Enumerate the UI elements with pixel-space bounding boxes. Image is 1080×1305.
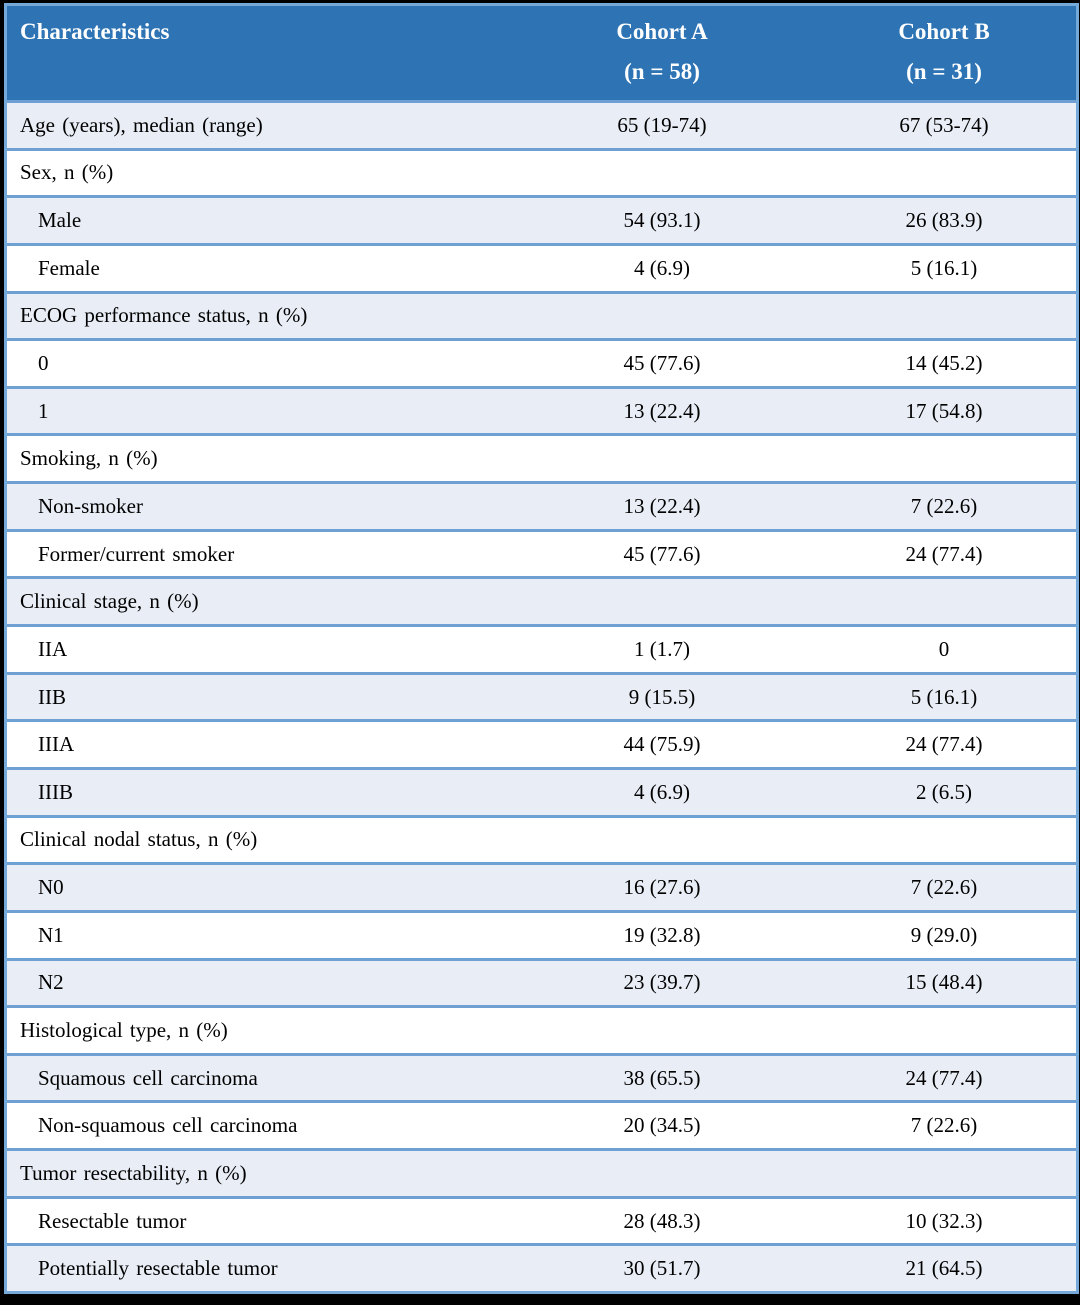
row-label: Smoking, n (%) xyxy=(20,446,158,471)
header-cell-characteristics: Characteristics xyxy=(7,6,512,100)
header-cohort-a-label: Cohort A xyxy=(616,19,708,44)
cohort-a-value: 13 (22.4) xyxy=(623,493,701,518)
table-row: Female 4 (6.9) 5 (16.1) xyxy=(7,242,1076,291)
row-label: Histological type, n (%) xyxy=(20,1017,228,1042)
row-label: ECOG performance status, n (%) xyxy=(20,303,308,328)
cohort-b-value: 26 (83.9) xyxy=(905,208,983,233)
characteristics-table: Characteristics Cohort A (n = 58) Cohort… xyxy=(4,3,1079,1294)
cohort-b-value: 2 (6.5) xyxy=(916,779,972,804)
row-label: 0 xyxy=(38,351,49,376)
cohort-b-value: 24 (77.4) xyxy=(905,732,983,757)
header-cell-cohort-a: Cohort A (n = 58) xyxy=(512,6,812,100)
table-row: IIB 9 (15.5) 5 (16.1) xyxy=(7,671,1076,720)
table-row: IIIA 44 (75.9) 24 (77.4) xyxy=(7,719,1076,767)
cohort-b-value: 15 (48.4) xyxy=(905,970,983,995)
cohort-a-value: 54 (93.1) xyxy=(623,208,701,233)
cohort-b-value: 21 (64.5) xyxy=(905,1256,983,1281)
cohort-a-value: 1 (1.7) xyxy=(634,636,690,661)
table-row: Clinical stage, n (%) xyxy=(7,576,1076,625)
table-row: ECOG performance status, n (%) xyxy=(7,290,1076,339)
table-row: Age (years), median (range) 65 (19-74) 67 … xyxy=(7,100,1076,148)
table-row: Resectable tumor 28 (48.3) 10 (32.3) xyxy=(7,1195,1076,1244)
header-cohort-b-label: Cohort B xyxy=(898,19,990,44)
cohort-a-value: 38 (65.5) xyxy=(623,1065,701,1090)
table-row: IIIB 4 (6.9) 2 (6.5) xyxy=(7,766,1076,815)
cohort-b-value: 7 (22.6) xyxy=(910,1113,978,1138)
table-row: IIA 1 (1.7) 0 xyxy=(7,624,1076,672)
row-label: 1 xyxy=(38,398,49,423)
table-row: 0 45 (77.6) 14 (45.2) xyxy=(7,338,1076,386)
table-row: Squamous cell carcinoma 38 (65.5) 24 (77.4… xyxy=(7,1052,1076,1101)
cohort-a-value: 65 (19-74) xyxy=(617,112,707,137)
table-row: Histological type, n (%) xyxy=(7,1005,1076,1053)
table-row: Sex, n (%) xyxy=(7,147,1076,196)
header-characteristics-label: Characteristics xyxy=(20,19,170,44)
row-label: Clinical stage, n (%) xyxy=(20,589,199,614)
cohort-a-value: 23 (39.7) xyxy=(623,970,701,995)
table-row: N0 16 (27.6) 7 (22.6) xyxy=(7,862,1076,910)
row-label: N0 xyxy=(38,875,64,900)
row-label: Tumor resectability, n (%) xyxy=(20,1160,247,1185)
cohort-b-value: 7 (22.6) xyxy=(910,493,978,518)
cohort-a-value: 30 (51.7) xyxy=(623,1256,701,1281)
cohort-b-value: 10 (32.3) xyxy=(905,1208,983,1233)
row-label: Former/current smoker xyxy=(38,541,235,566)
row-label: IIIB xyxy=(38,779,73,804)
header-cohort-b-n: (n = 31) xyxy=(906,58,982,84)
row-label: IIB xyxy=(38,684,66,709)
table-row: Potentially resectable tumor 30 (51.7) 21 … xyxy=(7,1243,1076,1291)
cohort-b-value: 5 (16.1) xyxy=(910,255,978,280)
table-row: Non-smoker 13 (22.4) 7 (22.6) xyxy=(7,481,1076,529)
cohort-b-value: 7 (22.6) xyxy=(910,875,978,900)
cohort-b-value: 67 (53-74) xyxy=(899,112,989,137)
cohort-b-value: 17 (54.8) xyxy=(905,398,983,423)
cohort-a-value: 4 (6.9) xyxy=(634,779,690,804)
row-label: Squamous cell carcinoma xyxy=(38,1065,258,1090)
cohort-a-value: 4 (6.9) xyxy=(634,255,690,280)
table-row: Former/current smoker 45 (77.6) 24 (77.4) xyxy=(7,528,1076,577)
row-label: Female xyxy=(38,255,100,280)
table-row: Tumor resectability, n (%) xyxy=(7,1148,1076,1196)
row-label: Age (years), median (range) xyxy=(20,112,263,137)
cohort-b-value: 0 xyxy=(938,636,950,661)
cohort-a-value: 13 (22.4) xyxy=(623,398,701,423)
cohort-a-value: 19 (32.8) xyxy=(623,922,701,947)
row-label: Resectable tumor xyxy=(38,1208,187,1233)
table-header-row: Characteristics Cohort A (n = 58) Cohort… xyxy=(7,6,1076,100)
cohort-b-value: 5 (16.1) xyxy=(910,684,978,709)
table-row: Non-squamous cell carcinoma 20 (34.5) 7 (2… xyxy=(7,1100,1076,1149)
row-label: IIIA xyxy=(38,732,75,757)
cohort-a-value: 20 (34.5) xyxy=(623,1113,701,1138)
table-row: Clinical nodal status, n (%) xyxy=(7,814,1076,863)
table-row: N1 19 (32.8) 9 (29.0) xyxy=(7,909,1076,958)
cohort-a-value: 45 (77.6) xyxy=(623,351,701,376)
header-cell-cohort-b: Cohort B (n = 31) xyxy=(812,6,1076,100)
row-label: Sex, n (%) xyxy=(20,160,114,185)
row-label: Potentially resectable tumor xyxy=(38,1256,278,1281)
table-row: 1 13 (22.4) 17 (54.8) xyxy=(7,385,1076,434)
cohort-a-value: 28 (48.3) xyxy=(623,1208,701,1233)
cohort-a-value: 9 (15.5) xyxy=(628,684,696,709)
cohort-a-value: 44 (75.9) xyxy=(623,732,701,757)
row-label: Non-smoker xyxy=(38,493,143,518)
row-label: Clinical nodal status, n (%) xyxy=(20,827,258,852)
cohort-b-value: 9 (29.0) xyxy=(910,922,978,947)
cohort-b-value: 24 (77.4) xyxy=(905,541,983,566)
table-row: Smoking, n (%) xyxy=(7,433,1076,482)
row-label: IIA xyxy=(38,636,68,661)
row-label: N2 xyxy=(38,970,64,995)
cohort-b-value: 24 (77.4) xyxy=(905,1065,983,1090)
table-row: Male 54 (93.1) 26 (83.9) xyxy=(7,195,1076,243)
cohort-a-value: 16 (27.6) xyxy=(623,875,701,900)
row-label: N1 xyxy=(38,922,64,947)
row-label: Male xyxy=(38,208,82,233)
header-cohort-a-n: (n = 58) xyxy=(624,58,700,84)
row-label: Non-squamous cell carcinoma xyxy=(38,1113,298,1138)
table-body: Age (years), median (range) 65 (19-74) 67 … xyxy=(7,100,1076,1291)
table-row: N2 23 (39.7) 15 (48.4) xyxy=(7,957,1076,1006)
cohort-b-value: 14 (45.2) xyxy=(905,351,983,376)
cohort-a-value: 45 (77.6) xyxy=(623,541,701,566)
